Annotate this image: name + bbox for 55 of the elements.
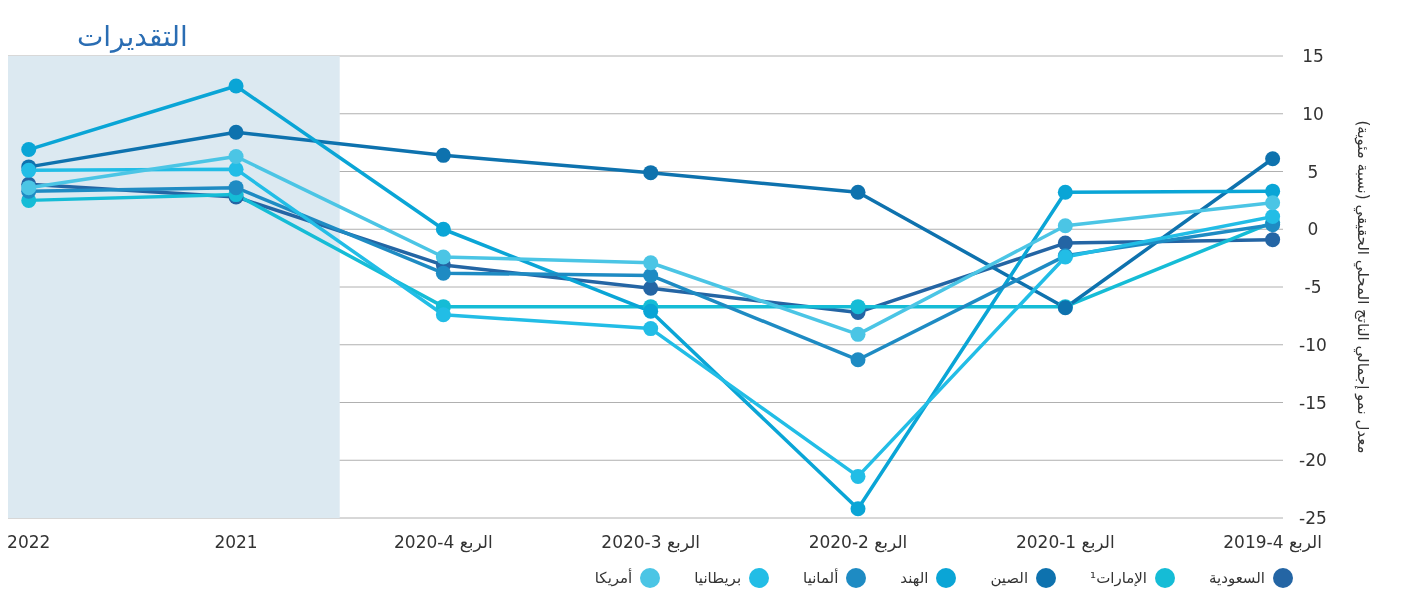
point	[850, 468, 866, 484]
point	[1265, 195, 1281, 211]
point	[228, 161, 244, 177]
y-tick-label: -5	[1304, 277, 1322, 298]
legend-label: أمريكا	[594, 569, 633, 587]
point	[435, 265, 451, 281]
point	[850, 501, 866, 517]
point	[1265, 232, 1281, 248]
y-tick-label: -20	[1299, 450, 1327, 471]
point	[850, 299, 866, 315]
y-tick-label: 0	[1307, 219, 1319, 240]
point	[435, 307, 451, 323]
x-tick-label: 2022	[7, 532, 51, 553]
point	[643, 303, 659, 319]
legend-label: ألمانيا	[803, 569, 839, 587]
x-tick-label: الربع 4-2019	[1223, 532, 1322, 554]
point	[643, 165, 659, 181]
point	[21, 142, 37, 158]
point	[228, 124, 244, 140]
x-tick-label: الربع 3-2020	[601, 532, 701, 554]
point	[643, 321, 659, 337]
x-tick-label: 2021	[214, 532, 258, 553]
x-tick-label: الربع 2-2020	[808, 532, 908, 554]
legend-label: بريطانيا	[694, 569, 742, 587]
legend-label: الهند	[900, 569, 929, 587]
y-tick-label: -25	[1299, 508, 1327, 529]
point	[228, 78, 244, 94]
band-label: التقديرات	[76, 20, 188, 53]
legend-label: الصين	[990, 569, 1029, 587]
point	[1057, 184, 1073, 200]
y-tick-label: 10	[1302, 103, 1324, 124]
point	[228, 180, 244, 196]
point	[228, 148, 244, 164]
legend-label: السعودية	[1208, 569, 1265, 587]
x-tick-label: الربع 4-2020	[394, 532, 493, 554]
point	[850, 326, 866, 342]
point	[1057, 235, 1073, 251]
point	[1265, 209, 1281, 225]
y-axis-title: معدل نمو إجمالي الناتج المحلي الحقيقي (نسبة مئوية)	[1352, 120, 1372, 454]
x-tick-label: الربع 1-2020	[1015, 532, 1115, 554]
point	[435, 221, 451, 237]
legend-label: الإمارات¹	[1090, 569, 1147, 587]
point	[643, 267, 659, 283]
point	[850, 184, 866, 200]
y-tick-label: 15	[1302, 46, 1324, 67]
point	[435, 249, 451, 265]
point	[643, 280, 659, 296]
point	[1057, 218, 1073, 234]
point	[643, 255, 659, 271]
y-tick-label: 5	[1307, 161, 1319, 182]
y-tick-label: -15	[1299, 392, 1327, 413]
y-tick-label: -10	[1299, 334, 1327, 355]
point	[435, 147, 451, 163]
point	[1265, 151, 1281, 167]
point	[850, 352, 866, 368]
